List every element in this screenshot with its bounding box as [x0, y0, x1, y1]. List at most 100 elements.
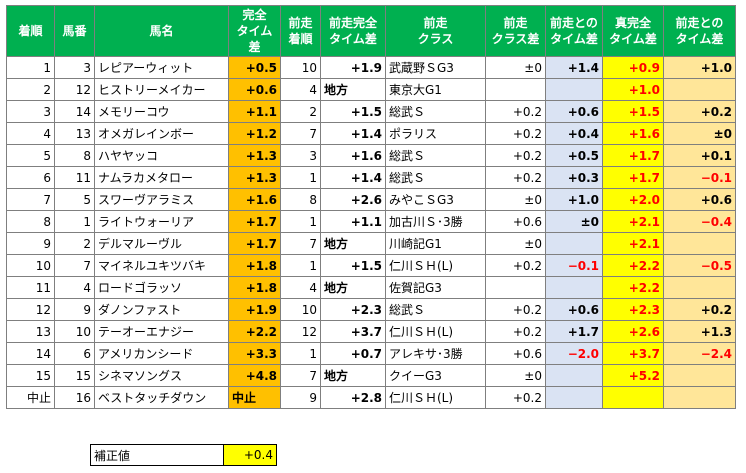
- cell-true-prev-delta: +0.2: [663, 298, 736, 321]
- cell-prev-time-diff: +1.6: [320, 144, 386, 167]
- cell-number: 15: [54, 364, 95, 387]
- header-prev-delta: 前走との タイム差: [545, 5, 603, 57]
- header-true-time-diff: 真完全 タイム差: [602, 5, 664, 57]
- cell-prev-delta: +0.3: [545, 166, 603, 189]
- cell-number: 8: [54, 144, 95, 167]
- cell-rank: 7: [6, 188, 55, 211]
- cell-number: 10: [54, 320, 95, 343]
- cell-horse-name: テーオーエナジー: [94, 320, 229, 343]
- cell-true-time-diff: +0.9: [602, 56, 664, 79]
- cell-prev-class: ポラリス: [385, 122, 486, 145]
- cell-prev-class: 川崎記G1: [385, 232, 486, 255]
- cell-rank: 6: [6, 166, 55, 189]
- table-row: 3 14 メモリーコウ +1.1 2 +1.5 総武Ｓ +0.2 +0.6 +1.5 +0.2: [6, 100, 736, 123]
- cell-time-diff: 中止: [228, 386, 281, 409]
- cell-prev-delta: −0.1: [545, 254, 603, 277]
- cell-prev-rank: 12: [280, 320, 321, 343]
- cell-class-diff: [485, 276, 546, 299]
- cell-rank: 14: [6, 342, 55, 365]
- cell-prev-delta: [545, 78, 603, 101]
- cell-prev-rank: 1: [280, 342, 321, 365]
- cell-class-diff: [485, 78, 546, 101]
- cell-class-diff: +0.2: [485, 298, 546, 321]
- cell-prev-time-diff: +1.9: [320, 56, 386, 79]
- cell-prev-class: 仁川ＳＨ(L): [385, 386, 486, 409]
- cell-prev-delta: +1.0: [545, 188, 603, 211]
- cell-true-prev-delta: [663, 78, 736, 101]
- cell-horse-name: マイネルユキツバキ: [94, 254, 229, 277]
- cell-time-diff: +3.3: [228, 342, 281, 365]
- header-horse-name: 馬名: [94, 5, 229, 57]
- cell-class-diff: +0.2: [485, 100, 546, 123]
- cell-prev-rank: 7: [280, 122, 321, 145]
- cell-prev-delta: +0.5: [545, 144, 603, 167]
- results-table: 着順 馬番 馬名 完全 タイム差 前走 着順 前走完全 タイム差 前走 クラス 前走 クラス差…: [6, 5, 736, 409]
- cell-true-prev-delta: +0.1: [663, 144, 736, 167]
- cell-prev-rank: 2: [280, 100, 321, 123]
- header-class-diff: 前走 クラス差: [485, 5, 546, 57]
- cell-rank: 12: [6, 298, 55, 321]
- cell-true-time-diff: +3.7: [602, 342, 664, 365]
- cell-prev-rank: 8: [280, 188, 321, 211]
- cell-horse-name: ダノンファスト: [94, 298, 229, 321]
- cell-rank: 2: [6, 78, 55, 101]
- cell-true-prev-delta: −0.1: [663, 166, 736, 189]
- cell-true-time-diff: +2.6: [602, 320, 664, 343]
- cell-prev-time-diff: +2.6: [320, 188, 386, 211]
- cell-prev-class: 総武Ｓ: [385, 166, 486, 189]
- cell-prev-class: 武蔵野ＳG3: [385, 56, 486, 79]
- table-row: 7 5 スワーヴアラミス +1.6 8 +2.6 みやこＳG3 ±0 +1.0 +2.0 +0.6: [6, 188, 736, 211]
- cell-prev-rank: 1: [280, 210, 321, 233]
- table-body: 1 3 レピアーウィット +0.5 10 +1.9 武蔵野ＳG3 ±0 +1.4 +0.9 +1.0…: [6, 56, 736, 409]
- cell-prev-time-diff: +2.3: [320, 298, 386, 321]
- cell-number: 16: [54, 386, 95, 409]
- cell-time-diff: +1.9: [228, 298, 281, 321]
- cell-prev-rank: 10: [280, 56, 321, 79]
- cell-true-time-diff: +1.6: [602, 122, 664, 145]
- cell-prev-class: 佐賀記G3: [385, 276, 486, 299]
- cell-prev-class: 総武Ｓ: [385, 298, 486, 321]
- cell-class-diff: +0.6: [485, 210, 546, 233]
- table-row: 11 4 ロードゴラッソ +1.8 4 地方 佐賀記G3 +2.2: [6, 276, 736, 299]
- cell-prev-time-diff: 地方: [320, 364, 386, 387]
- cell-number: 11: [54, 166, 95, 189]
- cell-prev-time-diff: +1.4: [320, 166, 386, 189]
- cell-time-diff: +1.8: [228, 254, 281, 277]
- cell-prev-rank: 7: [280, 232, 321, 255]
- cell-prev-time-diff: +3.7: [320, 320, 386, 343]
- cell-prev-time-diff: +1.5: [320, 100, 386, 123]
- cell-class-diff: +0.2: [485, 386, 546, 409]
- cell-horse-name: ハヤヤッコ: [94, 144, 229, 167]
- correction-label: 補正値: [90, 444, 224, 466]
- cell-class-diff: ±0: [485, 364, 546, 387]
- cell-prev-rank: 3: [280, 144, 321, 167]
- cell-prev-rank: 9: [280, 386, 321, 409]
- cell-time-diff: +1.7: [228, 210, 281, 233]
- cell-prev-time-diff: +1.4: [320, 122, 386, 145]
- cell-true-time-diff: [602, 386, 664, 409]
- cell-prev-time-diff: +1.5: [320, 254, 386, 277]
- cell-class-diff: +0.2: [485, 320, 546, 343]
- cell-time-diff: +1.6: [228, 188, 281, 211]
- cell-time-diff: +0.6: [228, 78, 281, 101]
- cell-horse-name: スワーヴアラミス: [94, 188, 229, 211]
- header-prev-time-diff: 前走完全 タイム差: [320, 5, 386, 57]
- cell-horse-name: シネマソングス: [94, 364, 229, 387]
- cell-prev-time-diff: 地方: [320, 276, 386, 299]
- cell-time-diff: +4.8: [228, 364, 281, 387]
- table-row: 中止 16 ベストタッチダウン 中止 9 +2.8 仁川ＳＨ(L) +0.2: [6, 386, 736, 409]
- cell-class-diff: +0.6: [485, 342, 546, 365]
- cell-prev-delta: +0.4: [545, 122, 603, 145]
- cell-number: 6: [54, 342, 95, 365]
- table-row: 13 10 テーオーエナジー +2.2 12 +3.7 仁川ＳＨ(L) +0.2 +1.7 +2.…: [6, 320, 736, 343]
- cell-class-diff: ±0: [485, 232, 546, 255]
- cell-prev-rank: 10: [280, 298, 321, 321]
- table-row: 14 6 アメリカンシード +3.3 1 +0.7 アレキサ･3勝 +0.6 −2.0 +3.7−…: [6, 342, 736, 365]
- header-prev-rank: 前走 着順: [280, 5, 321, 57]
- table-row: 5 8 ハヤヤッコ +1.3 3 +1.6 総武Ｓ +0.2 +0.5 +1.7 +0.1: [6, 144, 736, 167]
- cell-prev-class: 東京大G1: [385, 78, 486, 101]
- cell-rank: 5: [6, 144, 55, 167]
- cell-number: 3: [54, 56, 95, 79]
- table-row: 6 11 ナムラカメタロー +1.3 1 +1.4 総武Ｓ +0.2 +0.3 +1.7 −0.1: [6, 166, 736, 189]
- cell-rank: 中止: [6, 386, 55, 409]
